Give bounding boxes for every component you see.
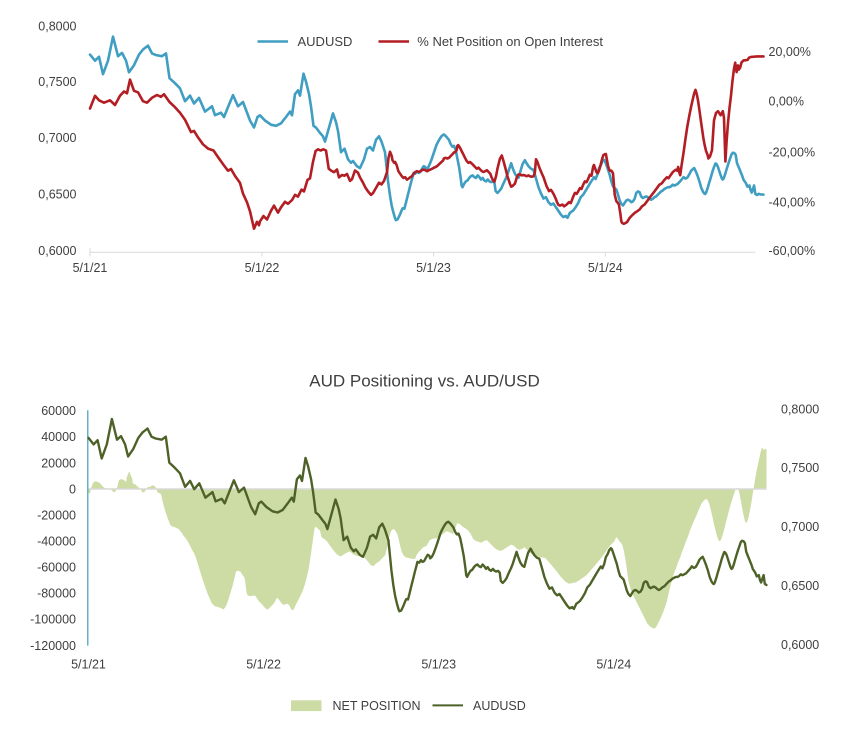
svg-text:5/1/22: 5/1/22 — [246, 657, 281, 671]
svg-text:5/1/24: 5/1/24 — [596, 657, 631, 671]
svg-text:0,6000: 0,6000 — [781, 638, 819, 652]
svg-text:0,7500: 0,7500 — [38, 75, 76, 89]
svg-text:5/1/24: 5/1/24 — [588, 261, 623, 275]
svg-text:% Net Position on Open Interes: % Net Position on Open Interest — [417, 34, 603, 49]
svg-text:-80000: -80000 — [37, 587, 76, 601]
svg-text:60000: 60000 — [41, 404, 76, 418]
svg-text:AUDUSD: AUDUSD — [473, 699, 526, 713]
svg-text:0,6500: 0,6500 — [781, 579, 819, 593]
svg-text:20000: 20000 — [41, 456, 76, 470]
svg-text:0,7500: 0,7500 — [781, 461, 819, 475]
svg-text:5/1/22: 5/1/22 — [245, 261, 280, 275]
svg-text:-60000: -60000 — [37, 561, 76, 575]
svg-text:AUDUSD: AUDUSD — [298, 34, 353, 49]
svg-text:AUD Positioning vs. AUD/USD: AUD Positioning vs. AUD/USD — [309, 372, 540, 391]
svg-text:5/1/21: 5/1/21 — [73, 261, 108, 275]
svg-text:0,6000: 0,6000 — [38, 244, 76, 258]
svg-text:0,8000: 0,8000 — [38, 19, 76, 33]
svg-text:0,8000: 0,8000 — [781, 402, 819, 416]
svg-text:40000: 40000 — [41, 430, 76, 444]
svg-text:-40,00%: -40,00% — [769, 195, 816, 209]
svg-text:-100000: -100000 — [30, 613, 76, 627]
svg-text:-20,00%: -20,00% — [769, 145, 816, 159]
svg-text:5/1/23: 5/1/23 — [421, 657, 456, 671]
svg-text:-20000: -20000 — [37, 508, 76, 522]
svg-text:0,6500: 0,6500 — [38, 188, 76, 202]
svg-text:-60,00%: -60,00% — [769, 244, 816, 258]
svg-text:-40000: -40000 — [37, 535, 76, 549]
svg-text:0,7000: 0,7000 — [38, 131, 76, 145]
svg-text:0,7000: 0,7000 — [781, 520, 819, 534]
svg-text:0: 0 — [69, 482, 76, 496]
svg-text:20,00%: 20,00% — [769, 45, 811, 59]
svg-text:5/1/23: 5/1/23 — [416, 261, 451, 275]
svg-text:0,00%: 0,00% — [769, 94, 804, 108]
svg-text:5/1/21: 5/1/21 — [71, 657, 106, 671]
svg-text:NET POSITION: NET POSITION — [333, 699, 421, 713]
svg-text:-120000: -120000 — [30, 639, 76, 653]
